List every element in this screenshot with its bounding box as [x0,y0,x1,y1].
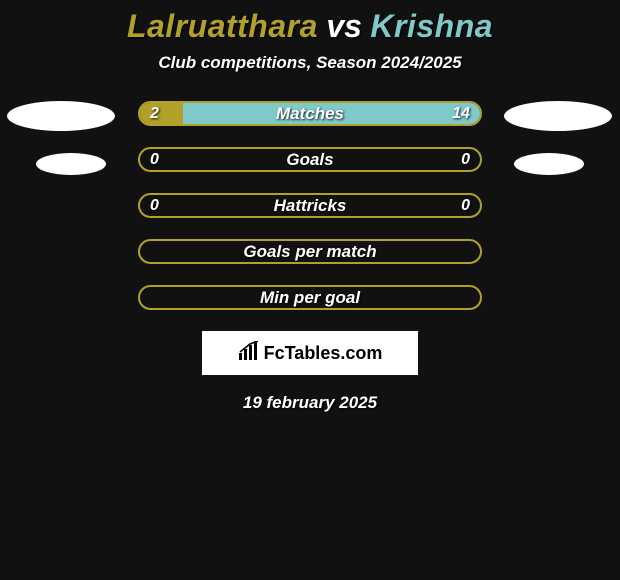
subtitle: Club competitions, Season 2024/2025 [0,53,620,73]
bar-fill-left [140,103,183,124]
bar-chart-icon [238,341,260,366]
logo-text: FcTables.com [264,343,383,364]
comparison-bars: 214Matches00Goals00HattricksGoals per ma… [138,101,482,310]
stat-bar-hattricks: 0 0Hattricks [138,193,482,218]
stage: 214Matches00Goals00HattricksGoals per ma… [0,101,620,413]
logo-box: FcTables.com [202,331,418,375]
decorative-oval-3 [514,153,584,175]
bar-label: Hattricks [140,195,480,216]
date-line: 19 february 2025 [0,393,620,413]
bar-value-left: 0 [150,149,159,170]
infographic-root: Lalruatthara vs Krishna Club competition… [0,0,620,413]
stat-bar-goals-per-match: Goals per match [138,239,482,264]
bar-value-right: 0 [461,195,470,216]
decorative-oval-0 [7,101,115,131]
bar-label: Goals [140,149,480,170]
stat-bar-min-per-goal: Min per goal [138,285,482,310]
stat-bar-matches: 214Matches [138,101,482,126]
player-right-name: Krishna [370,8,493,44]
title-row: Lalruatthara vs Krishna [0,8,620,45]
bar-label: Min per goal [140,287,480,308]
title-vs: vs [326,8,362,44]
decorative-oval-1 [504,101,612,131]
stat-bar-goals: 0 0Goals [138,147,482,172]
bar-label: Goals per match [140,241,480,262]
player-left-name: Lalruatthara [127,8,318,44]
logo-inner: FcTables.com [238,341,383,366]
bar-value-right: 0 [461,149,470,170]
bar-value-left: 0 [150,195,159,216]
bar-fill-right [183,103,481,124]
decorative-oval-2 [36,153,106,175]
